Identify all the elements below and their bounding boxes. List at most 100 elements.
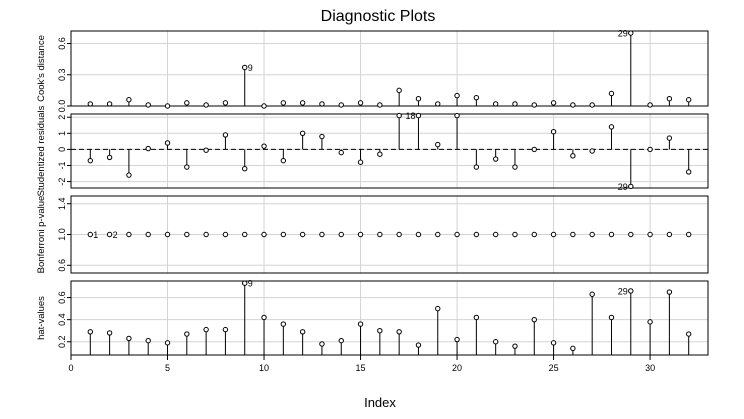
data-point [357, 159, 364, 165]
data-point [512, 164, 518, 170]
data-point [338, 149, 344, 156]
data-point [280, 100, 287, 106]
data-point [589, 148, 595, 154]
data-point [126, 97, 132, 103]
data-point [435, 305, 441, 312]
data-point [666, 289, 673, 295]
panel-4: 0.2 0.4 0.6 hat-values 9 29 [36, 279, 709, 356]
data-point [666, 231, 673, 238]
data-point [685, 231, 692, 238]
y-tick-label: 2 [57, 115, 67, 120]
data-point [608, 314, 615, 321]
point-label: 18 [405, 111, 415, 121]
data-point [377, 151, 383, 157]
data-point [145, 231, 151, 238]
data-point [550, 100, 557, 106]
data-point [589, 291, 595, 297]
data-point [628, 30, 634, 36]
chart-title: Diagnostic Plots [321, 8, 436, 25]
data-point [145, 102, 151, 108]
data-point [357, 321, 364, 327]
y-tick-label: -1 [57, 161, 67, 169]
point-label: 2 [113, 230, 118, 240]
x-tick-label: 0 [68, 363, 73, 373]
data-point [377, 328, 383, 334]
data-point [531, 146, 537, 153]
x-tick-label: 10 [259, 363, 269, 373]
data-point [126, 335, 132, 342]
data-point [550, 231, 557, 238]
data-point [396, 329, 402, 335]
data-point [396, 231, 402, 238]
data-point [589, 231, 595, 238]
data-point [203, 326, 209, 333]
data-point [415, 96, 422, 102]
data-point [87, 101, 94, 107]
data-point [415, 342, 422, 348]
data-point [377, 231, 383, 238]
y-tick-label: 0.6 [57, 259, 67, 272]
data-point [319, 341, 325, 347]
data-point [319, 133, 325, 140]
data-point [106, 330, 113, 336]
data-point [261, 143, 267, 149]
data-point [203, 231, 209, 238]
data-point [145, 145, 151, 152]
data-point [242, 231, 248, 238]
data-point [589, 102, 595, 108]
data-point [338, 231, 344, 238]
data-point [666, 96, 673, 102]
y-axis-label: Bonferroni p-value [36, 196, 47, 274]
x-tick-label: 20 [452, 363, 462, 373]
data-point [492, 101, 499, 107]
data-point [396, 112, 402, 119]
data-point [608, 124, 615, 130]
data-point [145, 337, 151, 344]
data-point [473, 164, 480, 170]
data-point [280, 157, 287, 164]
data-point [106, 231, 113, 238]
data-point [647, 146, 653, 153]
x-tick-label: 15 [356, 363, 366, 373]
data-point [492, 231, 499, 238]
data-point [454, 112, 460, 119]
data-point [435, 231, 441, 238]
data-point [126, 172, 132, 178]
data-point [299, 130, 306, 137]
data-point [454, 231, 460, 238]
panel-1: 0.0 0.3 0.6 Cook's distance 9 29 [36, 29, 709, 113]
data-point [435, 101, 441, 107]
point-label: 9 [248, 279, 253, 289]
data-point [280, 321, 287, 327]
data-point [570, 153, 576, 159]
point-label: 29 [618, 286, 628, 296]
data-point [299, 100, 306, 106]
point-label: 1 [93, 230, 98, 240]
data-point [299, 329, 306, 335]
data-point [222, 326, 229, 333]
data-point [531, 316, 537, 323]
data-point [685, 97, 692, 103]
data-point [242, 280, 248, 286]
data-point [261, 231, 267, 238]
point-label: 9 [248, 63, 253, 73]
data-point [164, 340, 171, 346]
data-point [184, 231, 190, 238]
y-tick-label: 0.6 [57, 291, 67, 304]
data-point [106, 154, 113, 161]
data-point [647, 319, 653, 325]
y-tick-label: 1.4 [57, 197, 67, 210]
data-point [628, 183, 634, 190]
data-point [319, 231, 325, 238]
data-point [396, 87, 402, 94]
x-tick-label: 30 [645, 363, 655, 373]
y-tick-label: 0.0 [57, 100, 67, 113]
y-tick-label: 0.3 [57, 68, 67, 81]
data-point [299, 231, 306, 238]
x-axis: 0 5 10 15 20 25 30 [68, 355, 655, 373]
y-tick-label: 0.6 [57, 37, 67, 50]
y-axis-label: Studentized residuals [36, 105, 47, 196]
y-tick-label: 0.4 [57, 313, 67, 326]
x-axis-label: Index [364, 395, 396, 410]
